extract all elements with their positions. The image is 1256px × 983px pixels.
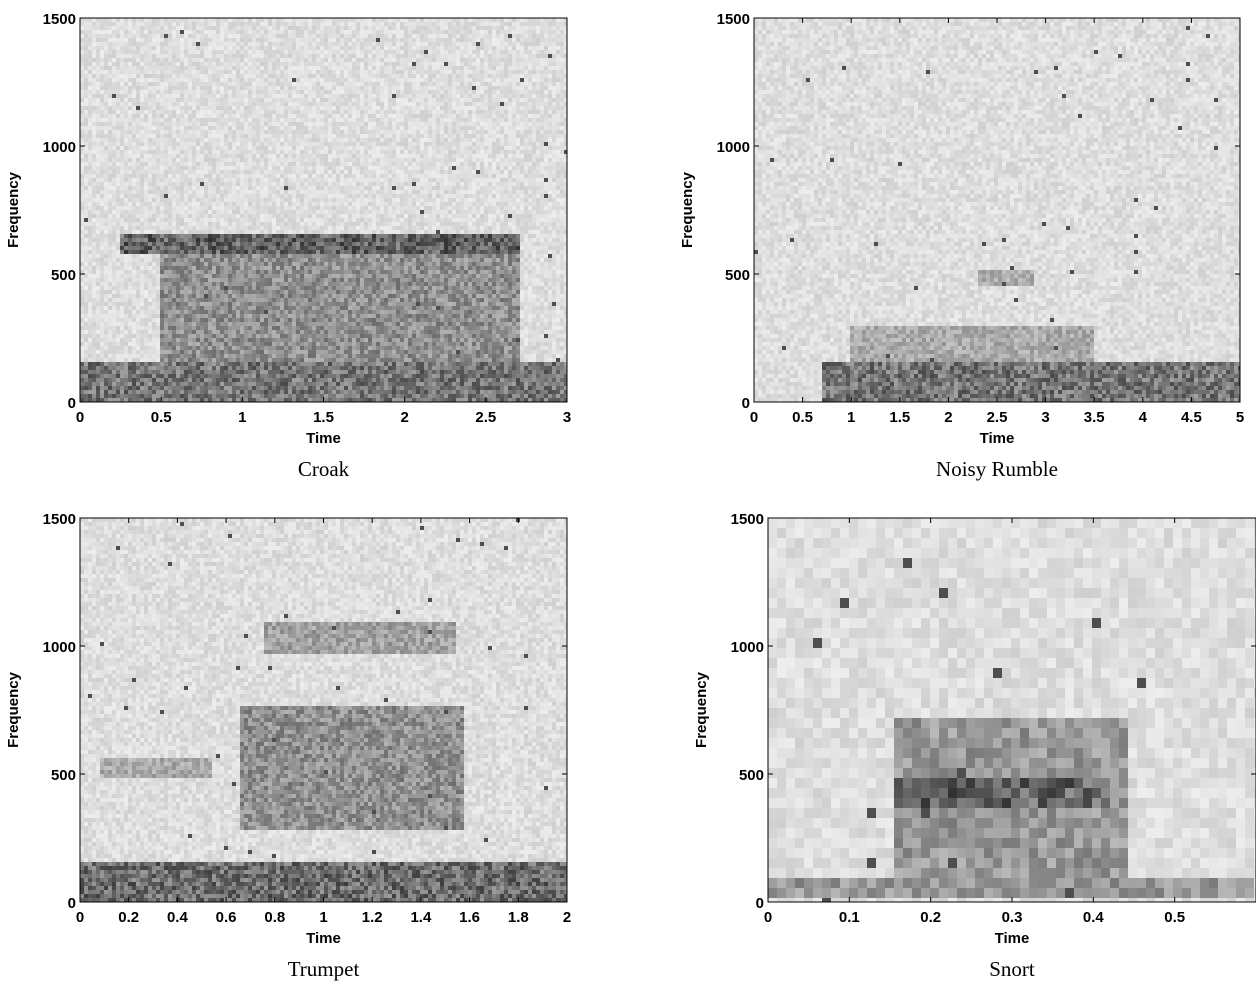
y-tick-label: 0	[756, 895, 764, 912]
y-tick-label: 500	[725, 267, 750, 284]
x-tick-label: 1	[319, 909, 327, 926]
x-tick-label: 4.5	[1181, 409, 1202, 426]
panel-caption: Noisy Rumble	[936, 457, 1058, 481]
y-tick-label: 1500	[43, 511, 76, 528]
y-tick-label: 0	[742, 395, 750, 412]
y-axis-label: Frequency	[693, 671, 710, 748]
spectrogram-image	[80, 18, 567, 402]
y-tick-label: 1000	[731, 639, 764, 656]
x-tick-label: 1.5	[889, 409, 910, 426]
x-tick-label: 1.8	[508, 909, 529, 926]
y-tick-label: 1000	[43, 139, 76, 156]
x-tick-label: 0.8	[264, 909, 285, 926]
y-tick-label: 0	[68, 395, 76, 412]
x-tick-label: 3	[1041, 409, 1049, 426]
x-tick-label: 1	[238, 409, 246, 426]
y-tick-label: 1500	[43, 11, 76, 28]
spectrogram-image	[754, 18, 1240, 402]
x-tick-label: 0	[750, 409, 758, 426]
x-tick-label: 3.5	[1084, 409, 1105, 426]
x-tick-label: 0.3	[1002, 909, 1023, 926]
y-tick-label: 0	[68, 895, 76, 912]
y-axis-label: Frequency	[5, 171, 22, 248]
y-tick-label: 500	[51, 267, 76, 284]
y-tick-label: 500	[51, 767, 76, 784]
x-tick-label: 0.2	[920, 909, 941, 926]
y-axis-label: Frequency	[679, 171, 696, 248]
x-tick-label: 0	[76, 409, 84, 426]
x-tick-label: 0.1	[839, 909, 860, 926]
spectrogram-panel-3: 0 0.2 0.4 0.6 0.8 1 1.2 1.4 1.6 1.8 2 0 500 1000 1500 T…	[5, 511, 571, 981]
spectrogram-image	[80, 518, 567, 902]
x-tick-label: 1	[847, 409, 855, 426]
x-tick-label: 0.4	[1083, 909, 1105, 926]
x-axis-label: Time	[995, 930, 1030, 947]
x-tick-label: 0.5	[1164, 909, 1185, 926]
y-tick-label: 1500	[717, 11, 750, 28]
y-tick-label: 1000	[43, 639, 76, 656]
x-tick-label: 0.4	[167, 909, 189, 926]
y-tick-label: 1500	[731, 511, 764, 528]
x-tick-label: 0	[76, 909, 84, 926]
y-axis-label: Frequency	[5, 671, 22, 748]
x-tick-label: 2	[563, 909, 571, 926]
x-tick-label: 0.5	[151, 409, 172, 426]
x-tick-label: 1.6	[459, 909, 480, 926]
x-tick-label: 0	[764, 909, 772, 926]
x-tick-label: 1.2	[362, 909, 383, 926]
x-tick-label: 1.4	[410, 909, 432, 926]
x-axis-label: Time	[980, 430, 1015, 447]
spectrogram-panel-4: 0 0.1 0.2 0.3 0.4 0.5 0 500 1000 1500 Time Frequenc…	[693, 511, 1256, 981]
y-tick-label: 500	[739, 767, 764, 784]
x-tick-label: 2	[400, 409, 408, 426]
spectrogram-image	[768, 518, 1256, 902]
panel-caption: Trumpet	[288, 957, 360, 981]
panel-caption: Croak	[298, 457, 350, 481]
x-tick-label: 0.5	[792, 409, 813, 426]
x-axis-label: Time	[306, 930, 341, 947]
x-tick-label: 1.5	[313, 409, 334, 426]
y-tick-label: 1000	[717, 139, 750, 156]
x-tick-label: 3	[563, 409, 571, 426]
x-tick-label: 2.5	[475, 409, 496, 426]
x-tick-label: 2	[944, 409, 952, 426]
x-tick-label: 0.6	[216, 909, 237, 926]
x-axis-label: Time	[306, 430, 341, 447]
panel-caption: Snort	[989, 957, 1035, 981]
x-tick-label: 5	[1236, 409, 1244, 426]
spectrogram-panel-1: 0 0.5 1 1.5 2 2.5 3 0 500 1000 1500 Time Frequency Cr…	[5, 11, 571, 481]
x-tick-label: 4	[1139, 409, 1148, 426]
x-tick-label: 2.5	[987, 409, 1008, 426]
spectrogram-panel-2: 0 0.5 1 1.5 2 2.5 3 3.5 4 4.5 5 0 500 1000 1500 Time Fre…	[679, 11, 1244, 481]
x-tick-label: 0.2	[118, 909, 139, 926]
